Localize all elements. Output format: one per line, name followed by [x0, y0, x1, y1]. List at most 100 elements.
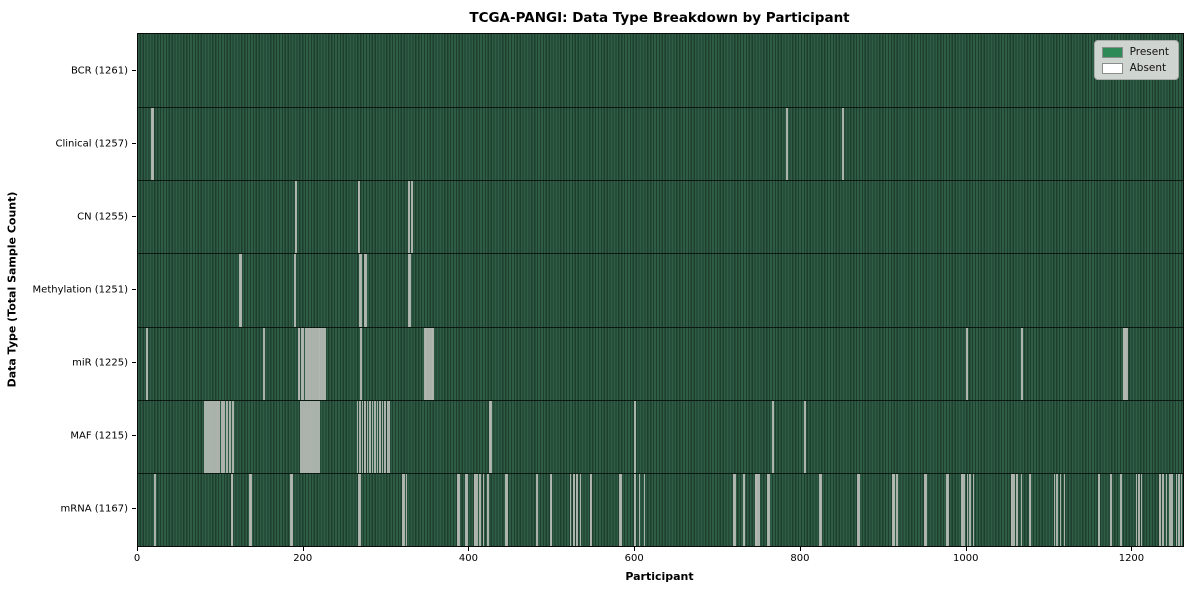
- absent-cell: [474, 473, 477, 546]
- absent-cell: [432, 327, 434, 400]
- y-tick-label-methylation: Methylation (1251): [32, 284, 128, 296]
- absent-cell: [569, 473, 572, 546]
- absent-cell: [309, 327, 312, 400]
- absent-cell: [1165, 473, 1168, 546]
- absent-cell: [312, 327, 315, 400]
- absent-cell: [804, 400, 806, 473]
- absent-cell: [317, 400, 319, 473]
- absent-cell: [369, 400, 371, 473]
- absent-cell: [408, 181, 410, 254]
- absent-cell: [316, 327, 318, 400]
- absent-cell: [643, 473, 646, 546]
- x-tick-label-1200: 1200: [1118, 553, 1145, 564]
- absent-cell: [215, 400, 218, 473]
- absent-cell: [304, 327, 307, 400]
- absent-cell: [1053, 473, 1056, 546]
- x-tick-mark: [468, 547, 470, 551]
- absent-cell: [479, 473, 482, 546]
- absent-cell: [388, 400, 390, 473]
- plot-area: Present Absent: [137, 33, 1184, 547]
- y-tick-label-bcr: BCR (1261): [70, 65, 128, 77]
- heatmap-row-maf: [138, 399, 1183, 473]
- absent-cell: [223, 400, 226, 473]
- absent-cell: [972, 473, 975, 546]
- absent-cell: [229, 400, 231, 473]
- chart-title: TCGA-PANGI: Data Type Breakdown by Parti…: [469, 10, 850, 26]
- absent-cell: [302, 400, 304, 473]
- absent-cell: [772, 400, 775, 473]
- absent-cell: [896, 473, 898, 546]
- absent-cell: [317, 327, 320, 400]
- y-tick-label-maf: MAF (1215): [70, 430, 128, 442]
- absent-cell: [620, 473, 622, 546]
- legend-item-present: Present: [1101, 46, 1169, 58]
- absent-cell: [1120, 473, 1122, 546]
- absent-cell: [295, 181, 298, 254]
- x-tick-mark: [137, 547, 138, 551]
- absent-cell: [359, 400, 361, 473]
- absent-cell: [966, 473, 969, 546]
- x-tick-label-400: 400: [458, 553, 479, 564]
- absent-cell: [303, 400, 306, 473]
- present-swatch: [1101, 46, 1123, 58]
- absent-cell: [634, 400, 637, 473]
- absent-cell: [411, 181, 414, 254]
- x-tick-label-0: 0: [133, 553, 141, 564]
- heatmap-row-cn: [138, 180, 1183, 254]
- absent-cell: [1125, 327, 1128, 400]
- absent-cell: [743, 473, 746, 546]
- absent-cell: [386, 400, 389, 473]
- x-tick-label-1000: 1000: [952, 553, 979, 564]
- absent-cell: [1140, 473, 1143, 546]
- y-tick-mark: [132, 142, 136, 144]
- absent-cell: [403, 473, 405, 546]
- absent-cell: [1059, 473, 1062, 546]
- x-tick-mark: [965, 547, 967, 551]
- absent-cell: [767, 473, 770, 546]
- absent-cell: [365, 254, 367, 327]
- absent-cell: [505, 473, 508, 546]
- absent-cell: [291, 473, 293, 546]
- absent-cell: [154, 473, 157, 546]
- absent-cell: [408, 254, 411, 327]
- absent-cell: [210, 400, 213, 473]
- absent-cell: [961, 473, 964, 546]
- absent-cell: [1016, 473, 1019, 546]
- absent-cell: [1138, 473, 1140, 546]
- absent-cell: [315, 400, 318, 473]
- x-tick-label-800: 800: [790, 553, 810, 564]
- absent-cell: [634, 473, 637, 546]
- absent-cell: [311, 327, 313, 400]
- absent-cell: [359, 473, 361, 546]
- absent-cell: [205, 400, 208, 473]
- absent-cell: [312, 400, 314, 473]
- heatmap-row-mir: [138, 326, 1183, 400]
- absent-cell: [319, 327, 322, 400]
- heatmap-row-clinical: [138, 107, 1183, 181]
- absent-cell: [379, 400, 381, 473]
- y-tick-mark: [132, 508, 136, 510]
- absent-cell: [308, 400, 311, 473]
- absent-cell: [1135, 473, 1138, 546]
- absent-cell: [305, 400, 308, 473]
- absent-cell: [590, 473, 593, 546]
- absent-cell: [757, 473, 760, 546]
- absent-cell: [1171, 473, 1174, 546]
- absent-cell: [321, 327, 323, 400]
- absent-cell: [364, 400, 366, 473]
- absent-cell: [324, 327, 327, 400]
- absent-cell: [302, 327, 304, 400]
- absent-swatch: [1101, 62, 1123, 74]
- absent-cell: [298, 327, 301, 400]
- absent-cell: [428, 327, 430, 400]
- absent-cell: [225, 400, 228, 473]
- x-tick-mark: [799, 547, 801, 551]
- absent-cell: [858, 473, 860, 546]
- absent-cell: [638, 473, 641, 546]
- absent-cell: [1162, 473, 1164, 546]
- y-tick-mark: [132, 435, 136, 437]
- absent-cell: [573, 473, 575, 546]
- absent-cell: [152, 108, 154, 181]
- heatmap-row-bcr: [138, 34, 1183, 108]
